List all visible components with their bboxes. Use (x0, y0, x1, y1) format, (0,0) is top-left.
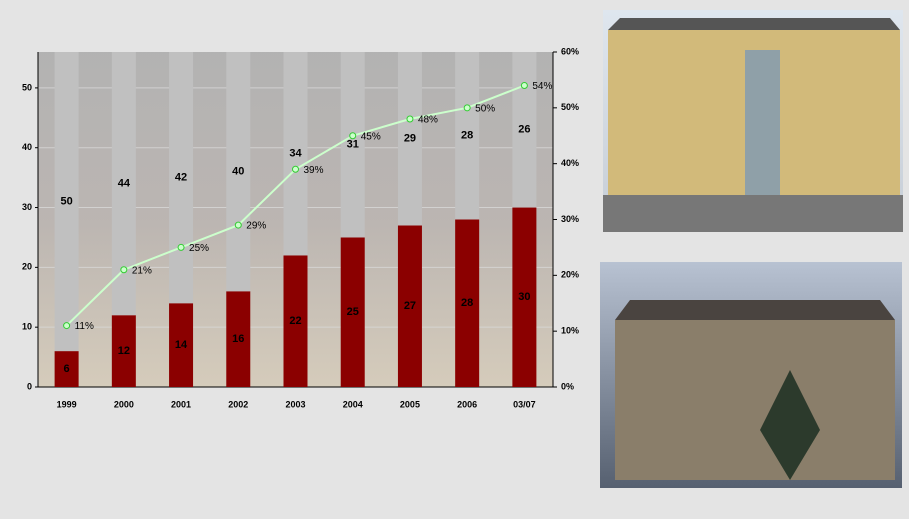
y2-tick-label: 0% (561, 381, 574, 391)
bar-label: 40 (232, 166, 244, 178)
bar-segment (226, 52, 251, 292)
photo-top (603, 10, 903, 232)
line-label: 50% (475, 103, 495, 114)
bar-label: 28 (461, 297, 473, 309)
line-label: 54% (532, 81, 552, 92)
bar-segment (54, 52, 79, 352)
line-marker (177, 243, 185, 251)
y2-tick-label: 60% (561, 46, 579, 56)
bar-label: 12 (118, 345, 130, 357)
x-tick-label: 2006 (457, 399, 477, 409)
bar-label: 22 (289, 315, 301, 327)
line-marker (463, 104, 471, 112)
y2-tick-label: 30% (561, 214, 579, 224)
bar-segment (455, 219, 480, 387)
bar-label: 28 (461, 130, 473, 142)
x-tick-label: 2001 (171, 399, 191, 409)
bar-label: 29 (404, 133, 416, 145)
y2-tick-label: 10% (561, 326, 579, 336)
y2-tick-label: 20% (561, 270, 579, 280)
bar-label: 44 (118, 178, 131, 190)
bar-segment (397, 52, 422, 226)
x-tick-label: 2002 (228, 399, 248, 409)
line-label: 21% (132, 265, 152, 276)
line-label: 25% (189, 243, 209, 254)
line-label: 11% (75, 321, 94, 332)
y-tick-label: 0 (27, 381, 32, 391)
bar-segment (169, 52, 194, 304)
line-label: 48% (418, 115, 438, 126)
bar-segment (283, 52, 308, 256)
bar-label: 34 (289, 148, 302, 160)
y-tick-label: 20 (22, 262, 32, 272)
x-tick-label: 2003 (285, 399, 305, 409)
y-tick-label: 40 (22, 142, 32, 152)
bar-label: 26 (518, 124, 530, 136)
photo-bottom (600, 262, 902, 488)
y2-tick-label: 40% (561, 158, 579, 168)
bar-segment (340, 237, 365, 387)
line-marker (234, 221, 242, 229)
x-tick-label: 03/07 (513, 399, 536, 409)
y-tick-label: 10 (22, 322, 32, 332)
x-tick-label: 2000 (114, 399, 134, 409)
line-marker (406, 115, 414, 123)
bar-label: 30 (518, 291, 530, 303)
bar-label: 14 (175, 339, 188, 351)
line-marker (63, 322, 71, 330)
bar-label: 25 (347, 306, 359, 318)
x-tick-label: 2005 (400, 399, 420, 409)
line-marker (349, 132, 357, 140)
y2-tick-label: 50% (561, 102, 579, 112)
bar-segment (54, 351, 79, 387)
bar-label: 31 (347, 139, 359, 151)
bar-segment (397, 225, 422, 387)
x-tick-label: 1999 (57, 399, 77, 409)
line-marker (292, 165, 299, 173)
bar-segment (455, 52, 480, 220)
line-marker (120, 266, 128, 274)
bar-label: 42 (175, 172, 187, 184)
x-tick-label: 2004 (343, 399, 363, 409)
line-marker (520, 82, 528, 89)
y-tick-label: 50 (22, 82, 32, 92)
bar-segment (512, 52, 537, 208)
bar-segment (340, 52, 365, 238)
line-label: 39% (304, 165, 324, 176)
bar-segment (111, 315, 136, 387)
bar-segment (169, 303, 194, 387)
bar-segment (226, 291, 251, 387)
y-tick-label: 30 (22, 202, 32, 212)
bar-label: 27 (404, 300, 416, 312)
bar-label: 16 (232, 333, 244, 345)
bar-segment (512, 207, 537, 387)
bar-segment (283, 255, 308, 387)
line-label: 29% (246, 221, 266, 232)
bar-label: 50 (60, 195, 72, 207)
line-label: 45% (361, 131, 381, 142)
bar-label: 6 (64, 363, 70, 375)
